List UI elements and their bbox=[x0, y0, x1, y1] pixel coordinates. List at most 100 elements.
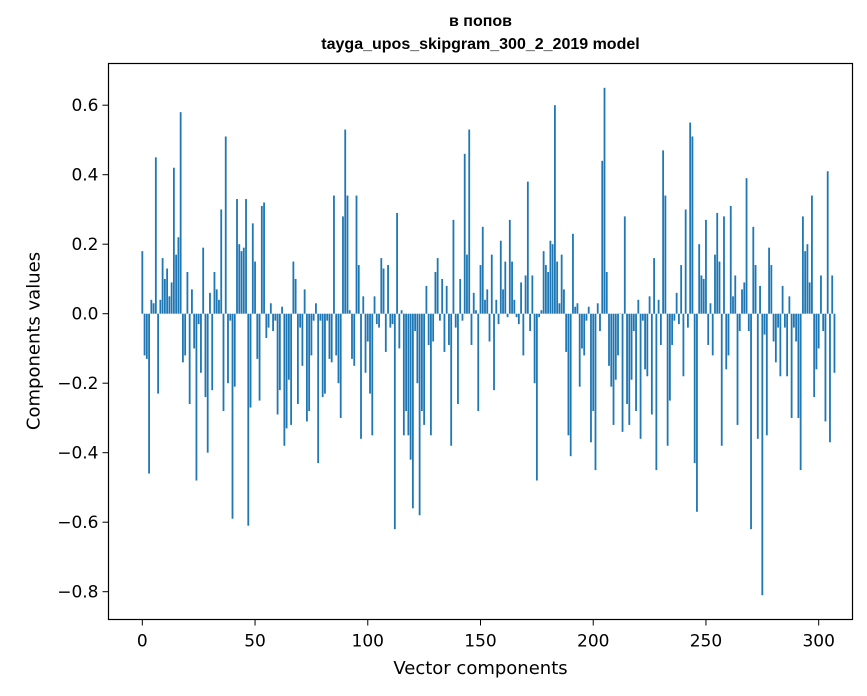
bar bbox=[572, 233, 574, 314]
bar bbox=[792, 313, 795, 328]
bar bbox=[488, 313, 491, 342]
bar bbox=[414, 313, 417, 332]
bar bbox=[581, 313, 583, 349]
x-tick-label: 100 bbox=[352, 632, 384, 652]
bar bbox=[475, 310, 477, 314]
bar bbox=[407, 313, 410, 436]
bar bbox=[797, 313, 800, 418]
bar bbox=[152, 303, 155, 314]
bar bbox=[238, 244, 241, 314]
bar bbox=[781, 285, 784, 314]
bar bbox=[644, 313, 646, 370]
bar bbox=[218, 299, 220, 314]
bar bbox=[617, 313, 619, 356]
x-tick-label: 0 bbox=[137, 632, 148, 652]
bar bbox=[380, 258, 383, 314]
bar bbox=[630, 313, 633, 380]
bar bbox=[290, 313, 293, 425]
bar bbox=[305, 313, 308, 422]
bar bbox=[736, 313, 739, 425]
bar bbox=[405, 313, 408, 411]
bar bbox=[531, 275, 534, 314]
bar bbox=[759, 285, 761, 314]
bar bbox=[662, 150, 665, 314]
bar bbox=[429, 313, 432, 436]
bar bbox=[756, 313, 759, 439]
bar bbox=[269, 303, 272, 314]
bar bbox=[752, 226, 755, 314]
bar bbox=[626, 313, 628, 405]
bar bbox=[499, 240, 502, 314]
bar bbox=[687, 313, 689, 328]
bar bbox=[732, 296, 734, 314]
bar bbox=[157, 313, 160, 394]
bar bbox=[682, 313, 685, 377]
bar bbox=[542, 251, 545, 314]
bar bbox=[265, 313, 268, 339]
bar bbox=[200, 313, 202, 373]
bar bbox=[729, 205, 732, 314]
bar bbox=[236, 199, 238, 314]
x-tick-label: 150 bbox=[464, 632, 496, 652]
bar bbox=[747, 313, 750, 332]
bar bbox=[206, 313, 209, 453]
y-tick-label: 0.2 bbox=[71, 235, 98, 255]
bar bbox=[294, 278, 297, 314]
bar bbox=[339, 313, 342, 418]
bar bbox=[450, 313, 453, 446]
bar bbox=[351, 313, 353, 359]
bar bbox=[506, 313, 509, 318]
bar bbox=[184, 313, 187, 356]
bar bbox=[723, 216, 725, 314]
bar bbox=[258, 313, 261, 401]
bar bbox=[813, 313, 816, 398]
bar bbox=[384, 313, 387, 352]
bar bbox=[596, 303, 599, 314]
bar bbox=[375, 313, 378, 325]
bar bbox=[330, 313, 333, 363]
bar bbox=[335, 313, 338, 356]
bar bbox=[154, 157, 157, 314]
bar bbox=[215, 289, 218, 314]
y-tick-label: −0.2 bbox=[57, 374, 98, 394]
bar bbox=[526, 181, 529, 314]
bar bbox=[608, 313, 610, 366]
bar bbox=[303, 289, 306, 314]
bar bbox=[172, 167, 175, 314]
bar bbox=[815, 313, 818, 370]
bar bbox=[260, 205, 263, 314]
bar bbox=[806, 244, 809, 314]
bar bbox=[312, 313, 315, 321]
bar bbox=[565, 313, 568, 352]
bar bbox=[829, 313, 831, 443]
bar bbox=[666, 313, 669, 446]
bar bbox=[768, 247, 770, 314]
bar bbox=[569, 313, 572, 457]
bar bbox=[497, 313, 500, 325]
bar bbox=[445, 285, 448, 314]
y-tick-label: 0.4 bbox=[71, 166, 98, 186]
bar bbox=[355, 195, 358, 314]
bar bbox=[382, 268, 385, 314]
bar bbox=[357, 265, 360, 314]
bar bbox=[788, 296, 791, 314]
bar bbox=[826, 171, 829, 314]
bar bbox=[691, 136, 694, 314]
bar bbox=[801, 216, 804, 314]
x-tick-label: 200 bbox=[577, 632, 609, 652]
bar bbox=[684, 209, 687, 314]
bar bbox=[804, 251, 807, 314]
bar bbox=[337, 313, 340, 384]
bar bbox=[229, 313, 232, 321]
bar bbox=[635, 313, 637, 411]
bar bbox=[175, 254, 178, 314]
bar bbox=[705, 219, 707, 314]
bar bbox=[427, 313, 430, 345]
bar bbox=[197, 313, 200, 325]
bar bbox=[364, 313, 367, 373]
bar bbox=[315, 303, 317, 314]
bar bbox=[811, 195, 813, 314]
y-axis-label: Components values bbox=[23, 251, 45, 431]
bar bbox=[452, 219, 455, 314]
x-tick-label: 250 bbox=[690, 632, 722, 652]
